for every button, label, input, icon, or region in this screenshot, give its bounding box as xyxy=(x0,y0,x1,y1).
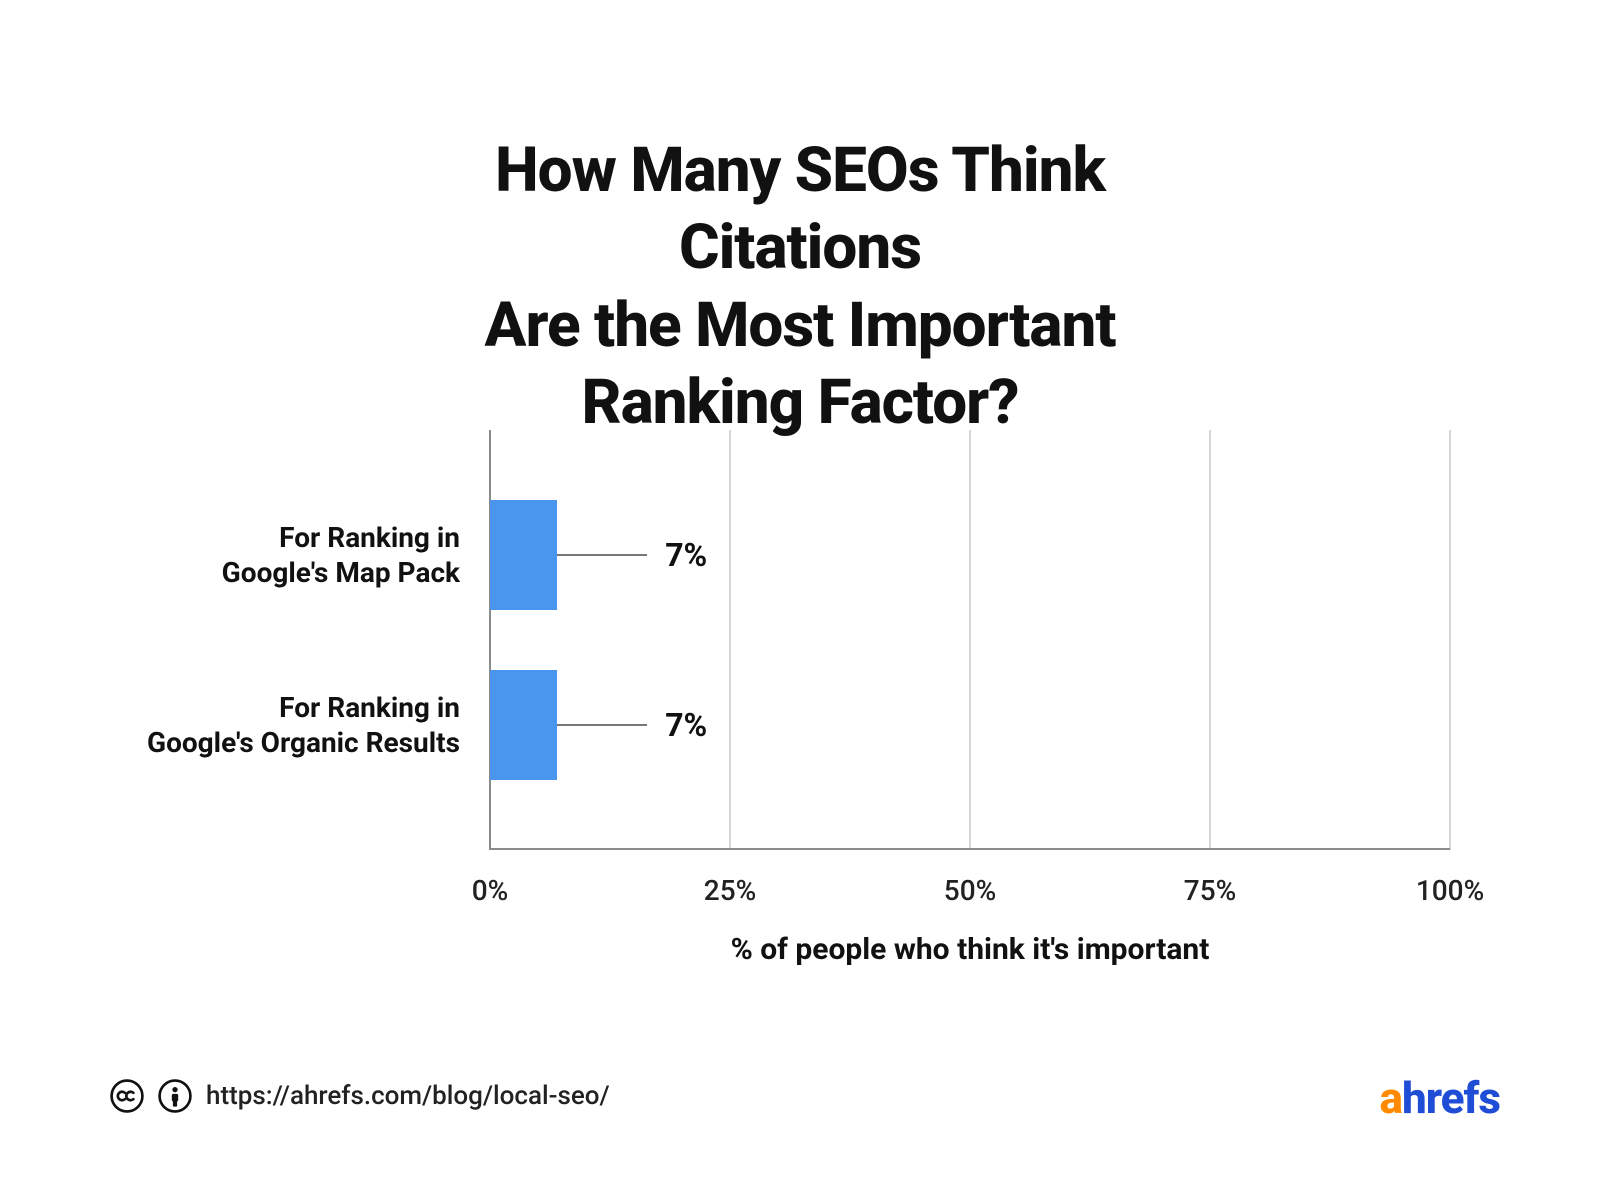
bar xyxy=(490,670,557,780)
title-line: How Many SEOs Think Citations xyxy=(400,132,1200,287)
brand-letter-a: a xyxy=(1380,1072,1402,1124)
cc-license-icon xyxy=(110,1079,144,1113)
category-label: For Ranking in Google's Map Pack xyxy=(0,520,460,590)
bar-value-label: 7% xyxy=(665,706,707,744)
chart-title: How Many SEOs Think CitationsAre the Mos… xyxy=(400,132,1200,442)
source-url: https://ahrefs.com/blog/local-seo/ xyxy=(206,1081,610,1111)
y-axis-line xyxy=(489,430,491,850)
title-line: Are the Most Important xyxy=(400,287,1200,365)
brand-rest: hrefs xyxy=(1402,1072,1500,1124)
category-label: For Ranking in Google's Organic Results xyxy=(0,690,460,760)
brand-logo: ahrefs xyxy=(1380,1072,1501,1124)
x-axis-title: % of people who think it's important xyxy=(731,932,1210,967)
x-axis: 0%25%50%75%100% xyxy=(490,874,1450,914)
bar xyxy=(490,500,557,610)
x-tick-label: 50% xyxy=(944,874,996,907)
x-tick-label: 75% xyxy=(1184,874,1236,907)
leader-line xyxy=(557,554,647,556)
leader-line xyxy=(557,724,647,726)
gridline xyxy=(1449,430,1451,850)
footer: https://ahrefs.com/blog/local-seo/ xyxy=(110,1076,610,1116)
gridline xyxy=(969,430,971,850)
x-axis-line xyxy=(490,848,1450,850)
chart-plot-area: 7% 7% xyxy=(490,430,1450,850)
bar-value-label: 7% xyxy=(665,536,707,574)
gridline xyxy=(729,430,731,850)
cc-by-icon xyxy=(158,1079,192,1113)
gridline xyxy=(1209,430,1211,850)
infographic-container: How Many SEOs Think CitationsAre the Mos… xyxy=(0,0,1600,1186)
x-tick-label: 0% xyxy=(472,874,509,907)
x-tick-label: 25% xyxy=(704,874,756,907)
x-tick-label: 100% xyxy=(1416,874,1484,907)
